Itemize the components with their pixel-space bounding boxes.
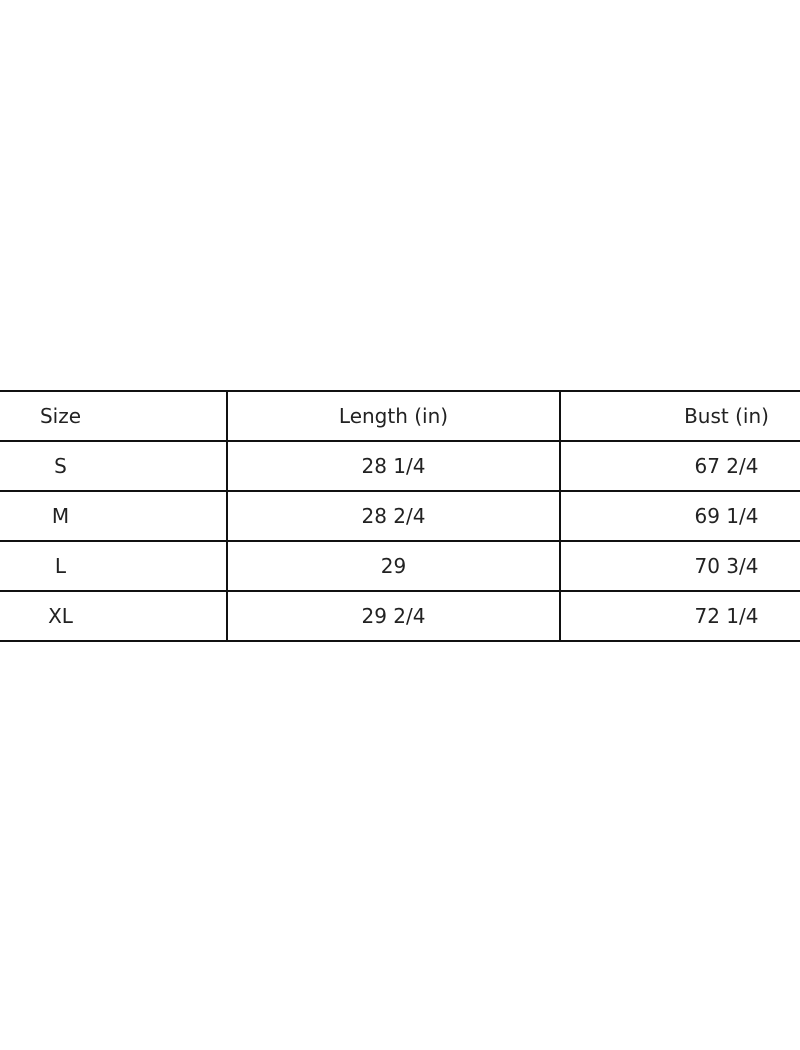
header-bust: Bust (in) xyxy=(559,390,800,442)
table-row: XL 29 2/4 72 1/4 xyxy=(0,590,800,642)
cell-length: 28 2/4 xyxy=(226,490,561,542)
header-row: Size Length (in) Bust (in) xyxy=(0,390,800,442)
header-length: Length (in) xyxy=(226,390,561,442)
cell-bust: 67 2/4 xyxy=(559,440,800,492)
cell-size: XL xyxy=(0,590,228,642)
cell-length: 29 2/4 xyxy=(226,590,561,642)
cell-length: 28 1/4 xyxy=(226,440,561,492)
header-size: Size xyxy=(0,390,228,442)
cell-length: 29 xyxy=(226,540,561,592)
table-row: M 28 2/4 69 1/4 xyxy=(0,490,800,542)
cell-size: S xyxy=(0,440,228,492)
size-chart-table: Size Length (in) Bust (in) S 28 1/4 67 2… xyxy=(0,390,800,642)
table-row: S 28 1/4 67 2/4 xyxy=(0,440,800,492)
cell-bust: 72 1/4 xyxy=(559,590,800,642)
cell-size: M xyxy=(0,490,228,542)
cell-bust: 70 3/4 xyxy=(559,540,800,592)
cell-bust: 69 1/4 xyxy=(559,490,800,542)
cell-size: L xyxy=(0,540,228,592)
table-row: L 29 70 3/4 xyxy=(0,540,800,592)
